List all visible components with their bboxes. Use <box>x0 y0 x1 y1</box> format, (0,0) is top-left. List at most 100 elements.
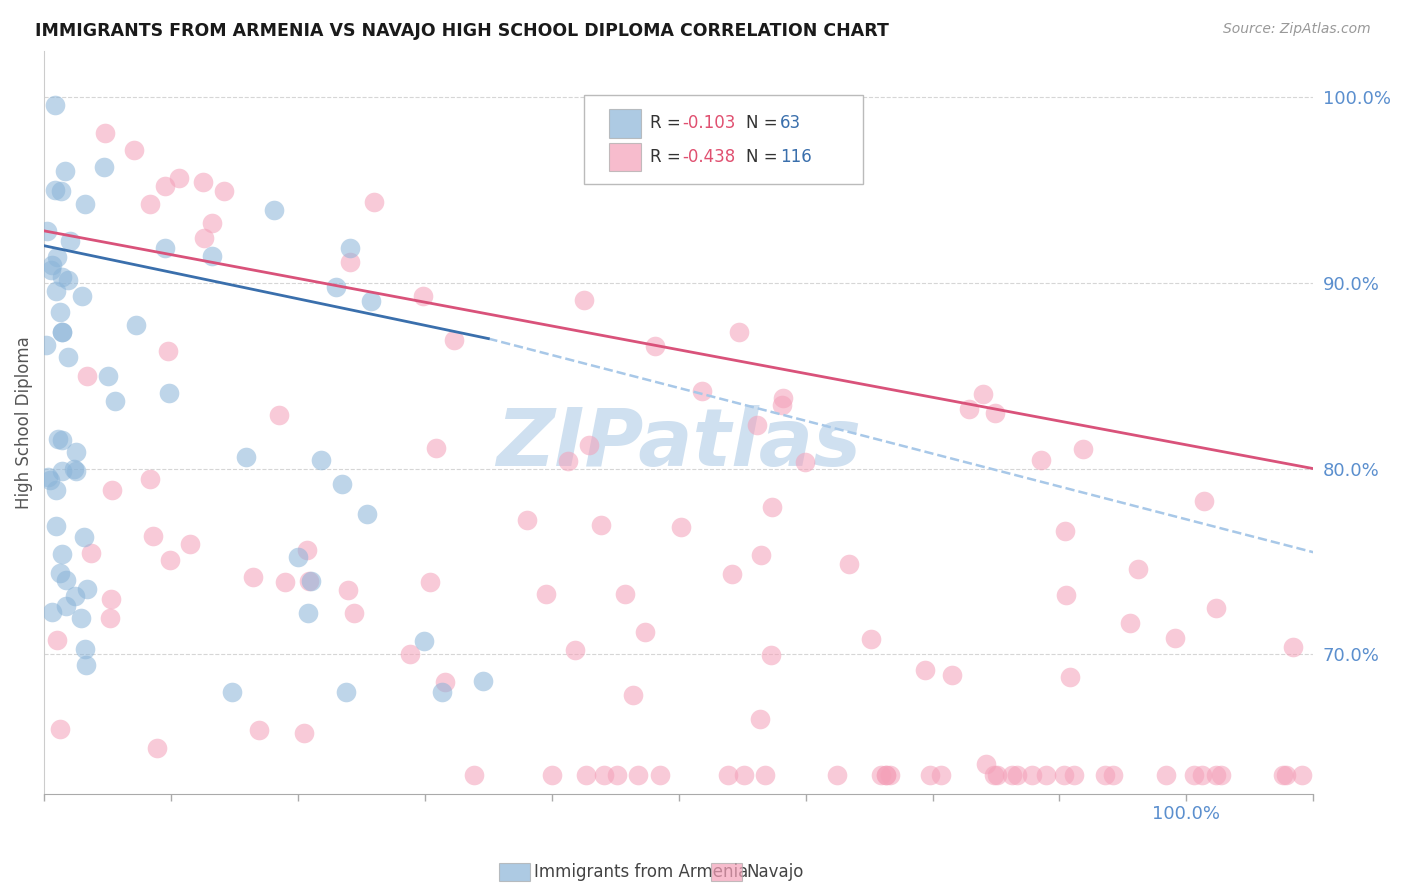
Point <box>73 641 96 656</box>
Point <box>516 513 538 527</box>
FancyBboxPatch shape <box>583 95 863 185</box>
Text: ZIPatlas: ZIPatlas <box>496 406 862 483</box>
Point <box>986 768 1008 782</box>
Point <box>1053 768 1076 782</box>
Point <box>63 462 86 476</box>
Point <box>51 547 73 561</box>
Point <box>972 387 994 401</box>
Point <box>37 224 59 238</box>
Point <box>49 305 72 319</box>
Point <box>51 270 73 285</box>
Text: R =: R = <box>650 148 686 166</box>
Point <box>80 546 103 560</box>
Point <box>1191 768 1213 782</box>
Point <box>606 768 628 782</box>
Point <box>201 249 224 263</box>
Point <box>139 472 162 486</box>
Point <box>1101 768 1123 782</box>
Point <box>63 589 86 603</box>
Point <box>761 500 783 515</box>
Point <box>1291 768 1313 782</box>
Point <box>56 273 79 287</box>
Point <box>45 483 67 498</box>
Point <box>1154 768 1177 782</box>
Point <box>287 550 309 565</box>
Point <box>1194 494 1216 508</box>
Point <box>399 647 422 661</box>
Point <box>100 591 122 606</box>
Point <box>73 197 96 211</box>
Point <box>53 163 76 178</box>
Point <box>749 548 772 562</box>
Point <box>1005 768 1028 782</box>
Point <box>589 518 612 533</box>
Point <box>193 231 215 245</box>
Point <box>46 251 69 265</box>
Point <box>94 127 117 141</box>
Point <box>614 587 637 601</box>
Point <box>41 605 63 619</box>
Point <box>97 368 120 383</box>
Point <box>69 611 91 625</box>
Point <box>918 768 941 782</box>
Point <box>1128 562 1150 576</box>
Point <box>1054 588 1077 602</box>
Point <box>360 293 382 308</box>
Point <box>1094 768 1116 782</box>
Point <box>754 768 776 782</box>
Point <box>875 768 897 782</box>
Point <box>76 582 98 596</box>
Text: R =: R = <box>650 114 686 133</box>
Point <box>49 566 72 581</box>
Point <box>1282 640 1305 654</box>
Y-axis label: High School Diploma: High School Diploma <box>15 335 32 508</box>
Point <box>1001 768 1024 782</box>
Point <box>49 722 72 736</box>
Point <box>1275 768 1298 782</box>
Point <box>557 454 579 468</box>
Point <box>221 684 243 698</box>
Point <box>957 402 980 417</box>
Point <box>124 143 146 157</box>
Point <box>443 334 465 348</box>
Point <box>363 194 385 209</box>
Point <box>794 455 817 469</box>
Point <box>267 408 290 422</box>
Point <box>153 178 176 193</box>
Text: Source: ZipAtlas.com: Source: ZipAtlas.com <box>1223 22 1371 37</box>
Text: IMMIGRANTS FROM ARMENIA VS NAVAJO HIGH SCHOOL DIPLOMA CORRELATION CHART: IMMIGRANTS FROM ARMENIA VS NAVAJO HIGH S… <box>35 22 889 40</box>
Point <box>1035 768 1057 782</box>
Point <box>690 384 713 399</box>
Point <box>1054 524 1077 538</box>
Point <box>35 338 58 352</box>
Point <box>1119 616 1142 631</box>
Point <box>772 391 794 405</box>
Point <box>263 202 285 217</box>
Point <box>325 279 347 293</box>
Point <box>721 566 744 581</box>
Point <box>879 768 901 782</box>
Point <box>339 254 361 268</box>
Point <box>76 368 98 383</box>
Point <box>541 768 564 782</box>
Point <box>159 386 181 401</box>
Point <box>534 587 557 601</box>
Point <box>235 450 257 465</box>
Text: -0.438: -0.438 <box>682 148 735 166</box>
Point <box>93 160 115 174</box>
Point <box>1063 768 1085 782</box>
Point <box>1205 601 1227 615</box>
Point <box>169 170 191 185</box>
Point <box>70 289 93 303</box>
Point <box>914 663 936 677</box>
Point <box>870 768 893 782</box>
Point <box>55 573 77 587</box>
Point <box>56 350 79 364</box>
Point <box>1059 670 1081 684</box>
Point <box>247 723 270 738</box>
Point <box>330 477 353 491</box>
Point <box>929 768 952 782</box>
Point <box>1271 768 1294 782</box>
Point <box>51 464 73 478</box>
Point <box>748 712 770 726</box>
